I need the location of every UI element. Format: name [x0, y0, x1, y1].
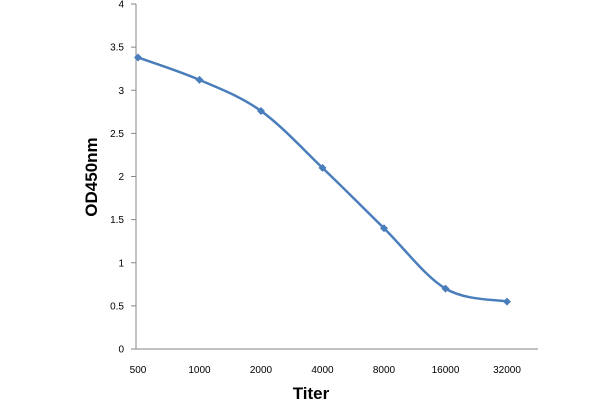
y-tick-label: 1.5	[110, 215, 124, 226]
x-axis-title: Titer	[293, 384, 330, 400]
x-tick-label: 4000	[311, 365, 334, 376]
x-tick-label: 500	[130, 365, 147, 376]
y-axis-title: OD450nm	[82, 137, 101, 216]
y-tick-label: 2	[118, 172, 124, 183]
y-tick-label: 3.5	[110, 43, 124, 54]
x-tick-label: 2000	[250, 365, 273, 376]
data-point-marker	[134, 53, 142, 62]
data-point-marker	[195, 75, 204, 84]
x-axis-ticks: 500 1000 2000 4000 8000 16000 32000	[130, 365, 522, 376]
x-tick-label: 1000	[188, 365, 211, 376]
x-tick-label: 32000	[493, 365, 521, 376]
data-point-marker	[503, 297, 511, 306]
data-point-marker	[318, 163, 327, 172]
data-point-marker	[257, 106, 265, 115]
y-tick-label: 4	[118, 0, 124, 11]
data-point-marker	[441, 284, 450, 293]
y-tick-label: 3	[118, 86, 124, 97]
x-tick-label: 16000	[432, 365, 460, 376]
y-tick-label: 2.5	[110, 129, 124, 140]
data-point-marker	[380, 224, 388, 233]
x-tick-label: 8000	[373, 365, 396, 376]
series-line	[136, 56, 509, 303]
y-tick-label: 0	[118, 345, 124, 356]
y-axis-ticks: 0 0.5 1 1.5 2 2.5 3 3.5 4	[110, 0, 136, 356]
y-tick-label: 1	[118, 258, 124, 269]
data-markers	[134, 53, 511, 306]
y-tick-label: 0.5	[110, 301, 124, 312]
